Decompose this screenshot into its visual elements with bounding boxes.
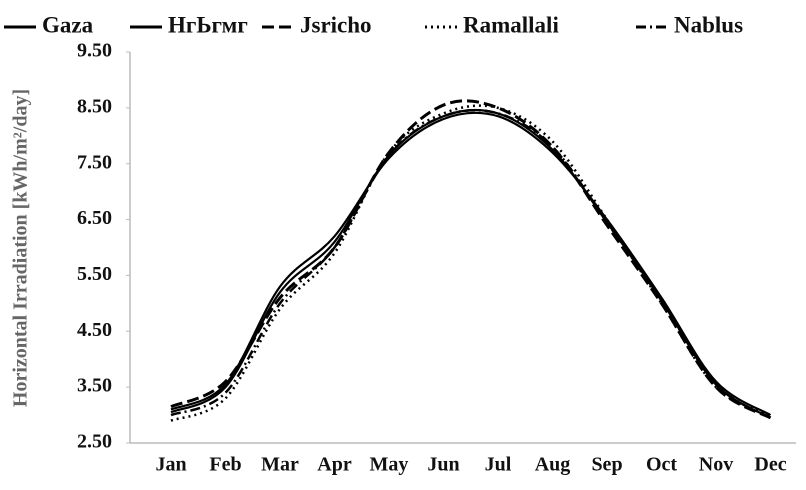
x-tick-label: Apr xyxy=(317,454,352,476)
x-tick-label: Nov xyxy=(699,454,733,476)
x-tick-label: May xyxy=(370,454,409,476)
legend-label: Ramallali xyxy=(463,12,559,37)
series-line xyxy=(170,104,772,422)
x-tick-label: Jul xyxy=(485,454,512,476)
legend-label: Gaza xyxy=(42,12,94,37)
series-line xyxy=(170,99,772,420)
x-tick-label: Feb xyxy=(209,454,241,476)
y-axis-label: Horizontal Irradiation [kWh/m²/day] xyxy=(10,89,32,407)
legend-label: Nablus xyxy=(674,12,743,37)
y-tick-label: 4.50 xyxy=(77,319,112,341)
x-tick-label: Sep xyxy=(591,454,622,476)
x-tick-label: Jan xyxy=(155,454,186,476)
series-line xyxy=(170,108,772,419)
x-tick-label: Jun xyxy=(427,454,459,476)
legend-label: Jsricho xyxy=(300,12,372,37)
y-tick-label: 2.50 xyxy=(77,431,112,453)
y-tick-label: 8.50 xyxy=(77,95,112,117)
x-tick-label: Mar xyxy=(261,454,299,476)
series-line xyxy=(170,108,772,419)
y-tick-label: 6.50 xyxy=(77,207,112,229)
y-tick-label: 9.50 xyxy=(77,40,112,62)
y-tick-label: 7.50 xyxy=(77,151,112,173)
x-tick-label: Dec xyxy=(754,454,786,476)
x-tick-label: Aug xyxy=(535,454,571,476)
x-tick-label: Oct xyxy=(646,454,677,476)
series-line xyxy=(170,111,772,417)
y-tick-label: 5.50 xyxy=(77,263,112,285)
y-tick-label: 3.50 xyxy=(77,375,112,397)
legend-label: НгЬгмг xyxy=(168,12,248,37)
